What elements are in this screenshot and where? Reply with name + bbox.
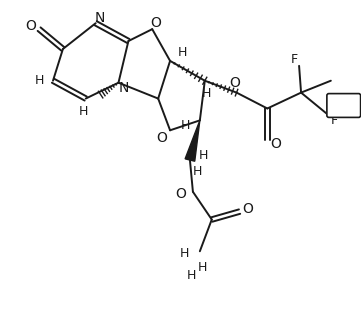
Text: H: H xyxy=(79,105,88,118)
Text: O: O xyxy=(229,76,240,90)
Text: H: H xyxy=(199,149,209,162)
Text: H: H xyxy=(193,165,203,178)
Text: O: O xyxy=(270,137,281,151)
FancyBboxPatch shape xyxy=(327,94,361,117)
Text: N: N xyxy=(94,11,105,25)
Text: N: N xyxy=(118,81,129,95)
Text: O: O xyxy=(26,19,37,33)
Text: H: H xyxy=(179,247,189,260)
Polygon shape xyxy=(185,120,200,161)
Text: F: F xyxy=(291,53,298,66)
Text: Abs: Abs xyxy=(334,100,353,111)
Text: H: H xyxy=(198,261,207,274)
Text: H: H xyxy=(202,87,211,100)
Text: O: O xyxy=(150,16,161,30)
Text: O: O xyxy=(176,187,186,201)
Text: H: H xyxy=(187,268,197,282)
Text: H: H xyxy=(34,74,44,87)
Text: O: O xyxy=(157,131,168,145)
Text: H: H xyxy=(177,46,187,60)
Text: O: O xyxy=(242,202,253,215)
Text: H: H xyxy=(180,119,190,132)
Text: F: F xyxy=(331,114,338,127)
